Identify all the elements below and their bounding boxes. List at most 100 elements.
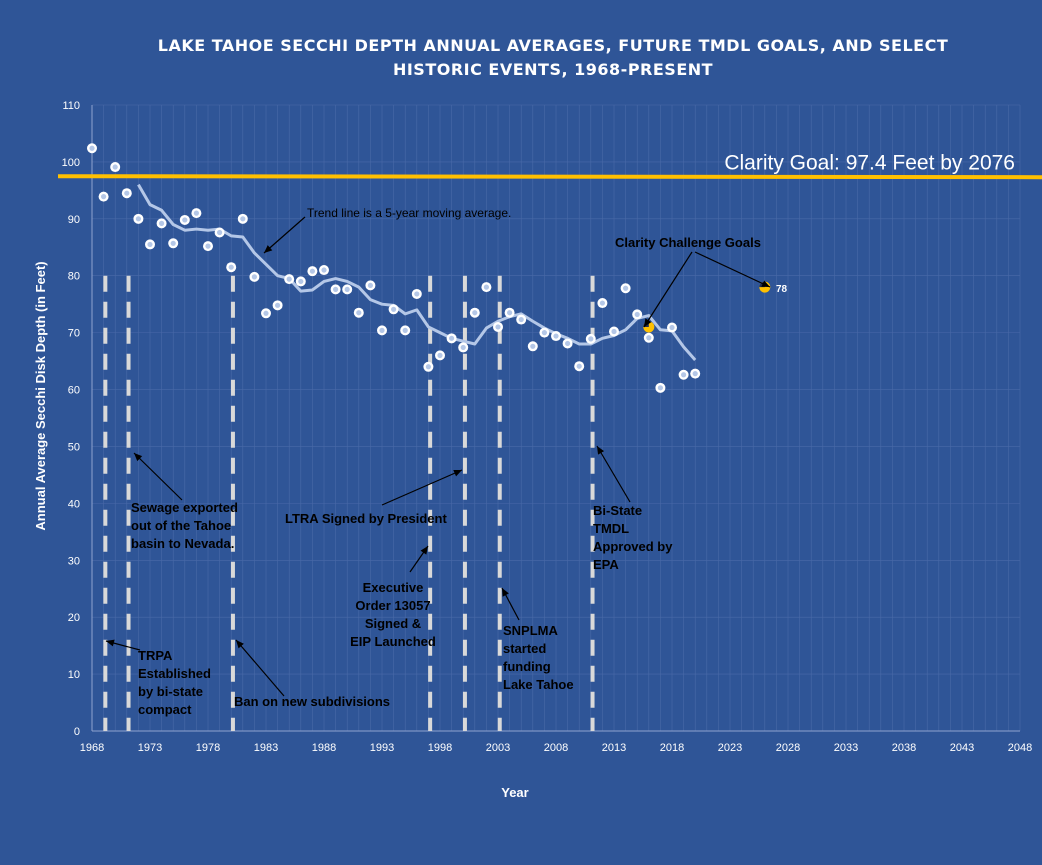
trend-note: Trend line is a 5-year moving average. xyxy=(307,206,511,220)
data-point-center xyxy=(344,286,350,292)
chart-title-line-1: LAKE TAHOE SECCHI DEPTH ANNUAL AVERAGES,… xyxy=(158,36,949,55)
trpa-arrow xyxy=(105,639,141,651)
x-tick-label: 1993 xyxy=(370,742,394,754)
x-tick-label: 1988 xyxy=(312,742,336,754)
event-label: TRPA Established by bi-state compact xyxy=(138,648,211,717)
data-point-center xyxy=(275,302,281,308)
data-point-center xyxy=(379,327,385,333)
challenge-arrow-1 xyxy=(643,251,693,328)
y-tick-label: 50 xyxy=(68,441,80,453)
ltra-arrow xyxy=(381,469,463,506)
y-tick-label: 110 xyxy=(62,100,80,112)
data-point-center xyxy=(588,336,594,342)
x-tick-label: 1968 xyxy=(80,742,104,754)
x-tick-label: 2018 xyxy=(660,742,684,754)
event-label: LTRA Signed by President xyxy=(285,511,447,526)
moving-average-line xyxy=(137,183,697,361)
data-point-center xyxy=(449,335,455,341)
data-point-center xyxy=(298,278,304,285)
data-point-center xyxy=(240,216,246,222)
data-point-center xyxy=(391,306,397,312)
y-tick-label: 100 xyxy=(62,157,80,169)
data-point-center xyxy=(147,241,153,248)
x-tick-label: 2003 xyxy=(486,742,510,754)
data-point-center xyxy=(112,164,118,170)
x-axis-label: Year xyxy=(501,785,528,800)
y-tick-label: 40 xyxy=(68,498,80,510)
x-tick-label: 1983 xyxy=(254,742,278,754)
data-point-center xyxy=(634,311,640,318)
data-point-center xyxy=(402,327,408,333)
x-tick-label: 2043 xyxy=(950,742,974,754)
data-point-center xyxy=(495,324,501,330)
data-point-center xyxy=(681,372,687,378)
data-point-center xyxy=(541,330,548,336)
data-point-center xyxy=(124,190,130,196)
clarity-goal-line xyxy=(57,174,1042,180)
data-point-center xyxy=(356,310,362,316)
event-label: Executive Order 13057 Signed & EIP Launched xyxy=(350,580,436,649)
annotation-arrows xyxy=(105,216,771,697)
data-point-center xyxy=(611,328,617,335)
data-point-center xyxy=(657,385,664,391)
y-tick-label: 30 xyxy=(68,555,80,567)
event-labels: TRPA Established by bi-state compact Sewage … xyxy=(131,500,673,717)
data-point-center xyxy=(565,340,571,347)
data-point-center xyxy=(309,268,315,274)
data-point-center xyxy=(483,284,489,290)
x-tick-label: 1978 xyxy=(196,742,220,754)
y-tick-label: 20 xyxy=(68,612,80,624)
data-point-center xyxy=(669,324,675,331)
data-point-center xyxy=(623,285,629,291)
sewage-arrow xyxy=(133,452,183,501)
event-label: Ban on new subdivisions xyxy=(234,694,390,709)
tmdl-arrow xyxy=(596,445,631,503)
data-point-center xyxy=(414,291,420,297)
clarity-challenge-value: 78 xyxy=(776,284,788,295)
x-tick-label: 2023 xyxy=(718,742,742,754)
data-point-center xyxy=(217,229,223,236)
data-point-center xyxy=(263,310,269,316)
x-tick-label: 1998 xyxy=(428,742,452,754)
x-tick-labels: 1968 1973 1978 1983 1988 1993 1998 2003 2008 2013… xyxy=(80,742,1032,754)
annual-average-points xyxy=(87,143,701,393)
data-point-center xyxy=(507,310,513,316)
y-tick-label: 60 xyxy=(68,385,80,397)
data-point-center xyxy=(205,243,211,249)
data-point-center xyxy=(321,267,327,273)
data-point-center xyxy=(333,286,339,292)
challenge-arrow-2 xyxy=(694,251,771,288)
data-point-center xyxy=(646,335,652,341)
x-tick-label: 2008 xyxy=(544,742,568,754)
event-label: Bi-State TMDL Approved by EPA xyxy=(593,503,673,572)
x-tick-label: 2013 xyxy=(602,742,626,754)
data-point-center xyxy=(170,240,176,246)
y-tick-label: 80 xyxy=(68,271,80,283)
data-point-center xyxy=(472,310,478,316)
event-lines xyxy=(103,275,595,731)
x-tick-label: 2048 xyxy=(1008,742,1032,754)
y-tick-label: 10 xyxy=(68,669,80,681)
data-point-center xyxy=(425,364,431,370)
data-point-center xyxy=(460,344,466,351)
event-label: SNPLMA started funding Lake Tahoe xyxy=(503,623,574,692)
data-point-center xyxy=(182,217,188,223)
snplma-arrow xyxy=(501,587,520,621)
ban-arrow xyxy=(235,639,285,697)
data-point-center xyxy=(228,264,234,270)
x-tick-label: 2033 xyxy=(834,742,858,754)
data-point-center xyxy=(251,274,257,280)
data-point-center xyxy=(692,371,698,377)
data-point-center xyxy=(576,363,582,369)
data-point-center xyxy=(437,352,443,358)
y-tick-label: 0 xyxy=(74,726,80,738)
data-point-center xyxy=(286,276,292,282)
clarity-goal: Clarity Goal: 97.4 Feet by 2076 xyxy=(57,152,1042,180)
y-axis-label: Annual Average Secchi Disk Depth (in Fee… xyxy=(33,261,48,530)
data-point-center xyxy=(518,316,524,323)
y-tick-labels: 0 10 20 30 40 50 60 70 80 90 100 110 xyxy=(62,100,80,738)
y-tick-label: 90 xyxy=(68,214,80,226)
data-point-center xyxy=(599,300,606,306)
x-tick-label: 2038 xyxy=(892,742,916,754)
